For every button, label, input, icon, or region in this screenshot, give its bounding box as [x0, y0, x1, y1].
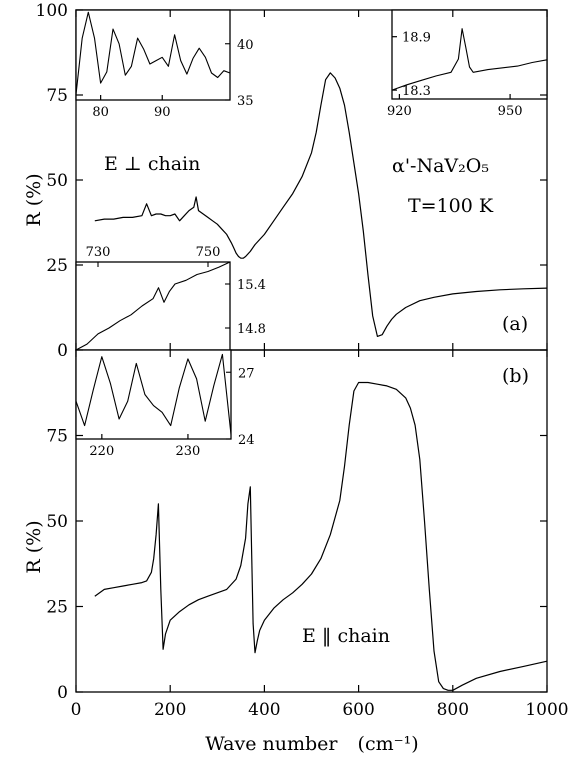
inset-b-series-0 [75, 353, 232, 435]
inset-a-topright-frame [391, 9, 548, 100]
annotation-temperature: T=100 K [408, 195, 494, 217]
y-axis-label-bottom: R (%) [23, 520, 45, 573]
panel-b-ytick-label: 50 [46, 512, 68, 532]
panel-a-ytick-label: 100 [36, 1, 68, 21]
tick-marks [75, 9, 548, 693]
inset-a-bottomleft-xtick-label: 750 [196, 245, 221, 260]
inset-a-topleft-frame [75, 9, 231, 101]
inset-a-bottomleft-series-0 [75, 261, 231, 351]
inset-b-xtick-label: 230 [176, 444, 201, 459]
panel-b-ytick-label: 25 [46, 598, 68, 618]
inset-b-frame [75, 349, 232, 440]
inset-a-topright-series-0 [391, 28, 548, 91]
panel-a-ytick-label: 25 [46, 256, 68, 276]
panel-a-ytick-label: 0 [57, 341, 68, 361]
y-axis-label-top: R (%) [23, 173, 45, 226]
data-curves [75, 11, 548, 691]
inset-a-topleft-xtick-label: 80 [92, 105, 109, 120]
inset-a-bottomleft-ytick-label: 15.4 [237, 278, 266, 293]
panel-b-xtick-label: 600 [342, 700, 374, 720]
inset-a-topright-xtick-label: 950 [498, 104, 523, 119]
panel-b-xtick-label: 400 [248, 700, 280, 720]
panel-b-xtick-label: 0 [71, 700, 82, 720]
inset-a-bottomleft-ytick-label: 14.8 [237, 322, 266, 337]
annotation-e-perp-chain: E ⊥ chain [104, 153, 200, 175]
inset-a-topleft-xtick-label: 90 [154, 105, 171, 120]
annotation-compound: α'-NaV₂O₅ [392, 155, 489, 177]
panel-b-xtick-label: 1000 [525, 700, 568, 720]
x-axis-label: Wave number (cm⁻¹) [205, 733, 418, 755]
inset-a-topright-ytick-label: 18.9 [402, 31, 431, 46]
inset-a-bottomleft-frame [75, 261, 231, 351]
inset-b-ytick-label: 24 [238, 433, 255, 448]
panel-b-series-0 [94, 381, 548, 691]
panel-b-xtick-label: 800 [437, 700, 469, 720]
panel-a-ytick-label: 75 [46, 86, 68, 106]
x-axis-label-text: Wave number [205, 733, 338, 755]
panel-b-xtick-label: 200 [154, 700, 186, 720]
inset-a-topright-ytick-label: 18.3 [402, 84, 431, 99]
panel-a-label: (a) [502, 313, 528, 335]
panel-b-label: (b) [502, 365, 529, 387]
inset-a-topleft-series-0 [75, 11, 231, 95]
x-axis-unit: (cm⁻¹) [358, 733, 419, 755]
inset-a-topleft-ytick-label: 40 [237, 38, 254, 53]
panel-b-ytick-label: 75 [46, 427, 68, 447]
inset-b-xtick-label: 220 [89, 444, 114, 459]
inset-a-topright-xtick-label: 920 [387, 104, 412, 119]
inset-b-ytick-label: 27 [238, 366, 255, 381]
panel-a-ytick-label: 50 [46, 171, 68, 191]
inset-a-topleft-ytick-label: 35 [237, 94, 254, 109]
inset-a-bottomleft-xtick-label: 730 [86, 245, 111, 260]
annotation-e-parallel-chain: E ‖ chain [302, 625, 390, 647]
panel-b-ytick-label: 0 [57, 683, 68, 703]
panel-a-series-0 [94, 72, 548, 337]
